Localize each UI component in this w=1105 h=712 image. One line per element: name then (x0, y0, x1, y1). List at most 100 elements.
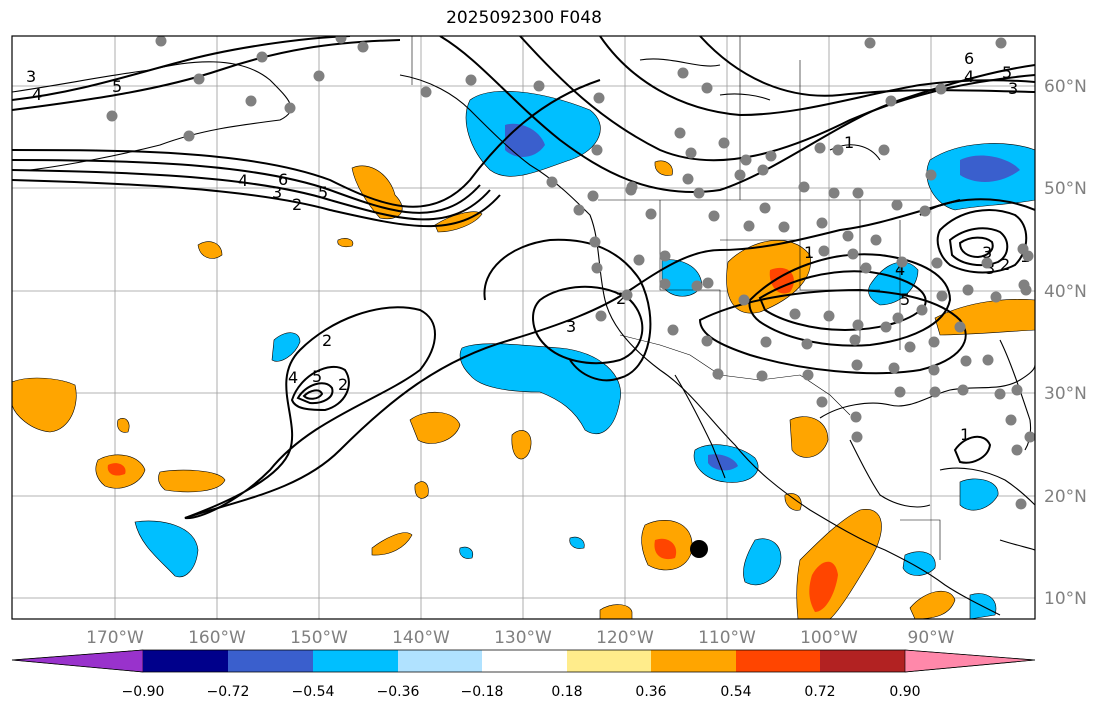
lat-label: 10°N (1044, 589, 1087, 609)
contour-line (290, 365, 350, 412)
border-states-3 (799, 200, 901, 350)
station-marker (589, 236, 601, 248)
shade-positive (337, 238, 354, 248)
contour-line (953, 435, 992, 464)
station-marker (760, 336, 772, 348)
colorbar-tick-label: 0.18 (551, 684, 582, 700)
colorbar-segment (820, 650, 905, 672)
lon-label: 170°W (86, 628, 144, 648)
lon-label: 150°W (290, 628, 348, 648)
station-marker (1011, 384, 1023, 396)
station-marker (842, 230, 854, 242)
contour-label: 6 (964, 49, 974, 68)
colorbar-segment (567, 650, 651, 672)
station-marker (888, 362, 900, 374)
station-marker (685, 147, 697, 159)
colorbar-tick-label: 0.90 (889, 684, 920, 700)
shade-positive (909, 590, 956, 619)
station-marker (245, 95, 257, 107)
station-marker (802, 369, 814, 381)
shade-negative (459, 546, 473, 559)
colorbar-tick-label: −0.54 (292, 684, 335, 700)
contour-label: 4 (895, 260, 905, 279)
station-marker (621, 289, 633, 301)
colorbar-tick-label: −0.90 (122, 684, 165, 700)
station-marker (701, 82, 713, 94)
colorbar-tick-label: 0.36 (635, 684, 666, 700)
contour-line (758, 270, 927, 332)
station-marker (832, 144, 844, 156)
contour-label: 3 (566, 317, 576, 336)
station-marker (256, 51, 268, 63)
shade-strong-positive (654, 538, 677, 560)
shade-positive (371, 532, 413, 556)
station-marker (851, 359, 863, 371)
contour-line (184, 306, 436, 520)
station-marker (814, 142, 826, 154)
shade-positive (12, 377, 77, 433)
station-marker (962, 284, 974, 296)
colorbar-tick-label: −0.36 (377, 684, 420, 700)
contour-label: 1 (844, 133, 854, 152)
shade-positive (784, 493, 802, 511)
contour-line (936, 209, 1028, 274)
contour-label: 2 (292, 195, 302, 214)
station-marker (759, 202, 771, 214)
contour-label: 5 (112, 77, 122, 96)
station-marker (994, 388, 1006, 400)
station-marker (313, 70, 325, 82)
colorbar-segment (398, 650, 482, 672)
station-marker (765, 150, 777, 162)
lon-label: 120°W (596, 628, 654, 648)
station-marker (852, 187, 864, 199)
station-marker (801, 338, 813, 350)
contour-line (948, 227, 1009, 267)
shade-positive (789, 416, 829, 458)
station-marker (852, 319, 864, 331)
border-central-america (900, 519, 941, 560)
border-states-1 (659, 200, 721, 380)
lat-label: 20°N (1044, 487, 1087, 507)
station-marker (335, 36, 347, 44)
shade-negative (902, 551, 936, 576)
lat-label: 40°N (1044, 282, 1087, 302)
contour-line (958, 236, 994, 259)
station-marker (738, 294, 750, 306)
station-marker (1017, 243, 1029, 255)
contour-line (12, 159, 481, 214)
station-marker (880, 321, 892, 333)
station-marker (701, 335, 713, 347)
coastline-west-north-america (399, 74, 1001, 616)
shade-negative (459, 343, 621, 435)
shade-positive (117, 418, 130, 433)
contour-label: 1 (960, 425, 970, 444)
station-marker (929, 386, 941, 398)
station-marker (891, 199, 903, 211)
station-marker (595, 310, 607, 322)
station-marker (816, 217, 828, 229)
contour-label: 6 (278, 170, 288, 189)
coastline-caribbean (999, 539, 1035, 551)
latitude-labels: 60°N 50°N 40°N 30°N 20°N 10°N (1044, 77, 1087, 609)
station-marker (935, 83, 947, 95)
station-marker (712, 368, 724, 380)
coastline-gulf (819, 364, 1035, 419)
colorbar-segment (736, 650, 820, 672)
station-marker (896, 256, 908, 268)
station-marker-highlight (690, 540, 708, 558)
shade-positive (511, 430, 532, 460)
station-marker (870, 234, 882, 246)
station-marker (193, 73, 205, 85)
station-marker (828, 187, 840, 199)
contour-label: 5 (900, 290, 910, 309)
station-marker (878, 144, 890, 156)
shade-strong-positive (769, 267, 794, 294)
station-marker (894, 386, 906, 398)
station-marker (778, 221, 790, 233)
station-marker (860, 262, 872, 274)
station-marker (677, 67, 689, 79)
station-marker (928, 364, 940, 376)
station-markers (106, 36, 1035, 510)
station-marker (931, 257, 943, 269)
station-marker (1024, 431, 1035, 443)
